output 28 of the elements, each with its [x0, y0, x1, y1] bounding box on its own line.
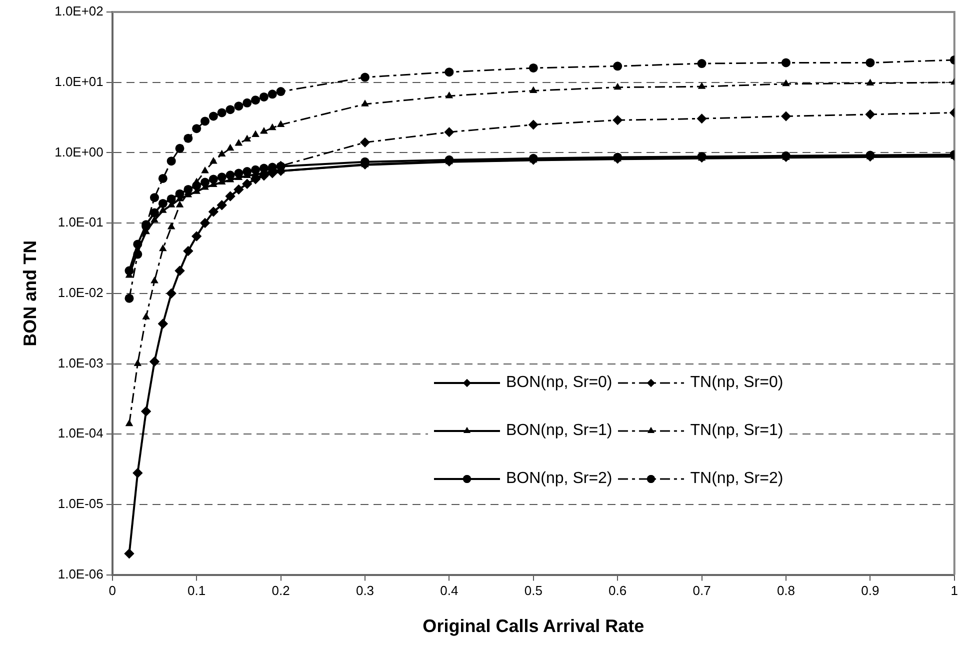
y-tick-label: 1.0E-05 — [58, 496, 104, 512]
x-tick-label: 0 — [108, 583, 116, 598]
x-tick-label: 0.9 — [861, 583, 880, 598]
x-tick-label: 0.1 — [188, 583, 206, 598]
y-tick-label: 1.0E+00 — [54, 144, 104, 160]
legend-label: BON(np, Sr=1) — [506, 422, 612, 440]
x-tick-label: 0.3 — [356, 583, 374, 598]
y-tick-label: 1.0E-04 — [58, 426, 104, 441]
legend-label: BON(np, Sr=0) — [506, 374, 612, 392]
y-axis-title: BON and TN — [20, 240, 40, 346]
x-tick-label: 0.7 — [692, 583, 711, 598]
legend-label: BON(np, Sr=2) — [506, 470, 612, 488]
x-tick-label: 0.2 — [272, 583, 290, 598]
legend-label: TN(np, Sr=2) — [690, 470, 784, 488]
x-tick-label: 0.5 — [524, 583, 542, 598]
x-tick-label: 0.6 — [608, 583, 627, 598]
y-tick-label: 1.0E-06 — [58, 566, 104, 582]
x-axis-title: Original Calls Arrival Rate — [422, 616, 644, 636]
x-tick-label: 1 — [950, 583, 958, 598]
x-tick-label: 0.8 — [776, 583, 796, 598]
y-tick-label: 1.0E-01 — [58, 214, 104, 230]
y-tick-label: 1.0E-03 — [58, 355, 104, 370]
y-tick-label: 1.0E-02 — [58, 284, 104, 300]
x-tick-label: 0.4 — [440, 583, 458, 598]
y-tick-label: 1.0E+02 — [54, 4, 104, 19]
legend-label: TN(np, Sr=1) — [690, 422, 784, 440]
legend-label: TN(np, Sr=0) — [690, 374, 784, 392]
y-tick-label: 1.0E+01 — [54, 74, 104, 89]
